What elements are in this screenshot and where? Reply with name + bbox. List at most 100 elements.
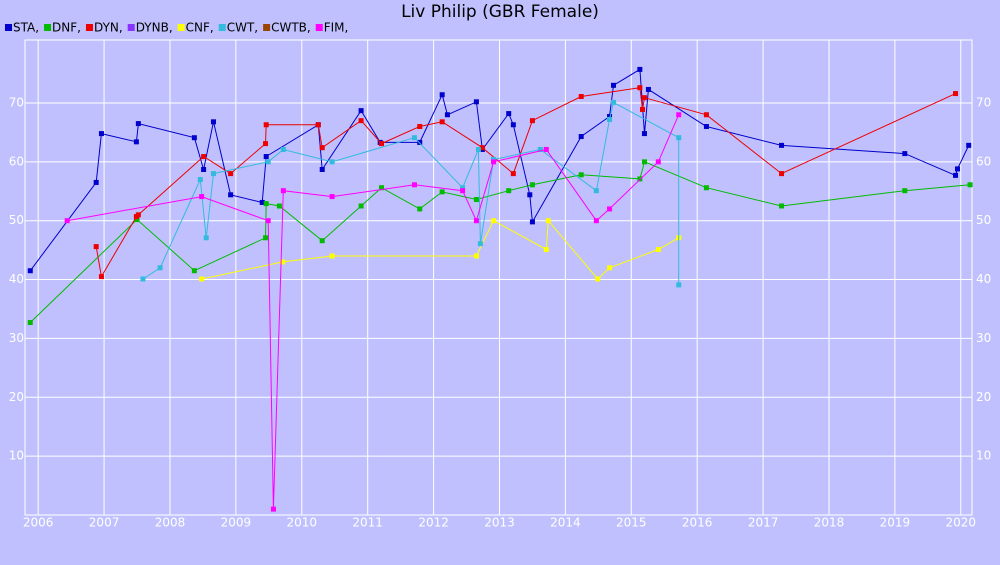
- legend-label: FIM,: [324, 21, 349, 35]
- point: [27, 320, 33, 326]
- y-tick-label: 70: [9, 95, 24, 109]
- point: [201, 154, 207, 160]
- point: [655, 159, 661, 165]
- point: [902, 151, 908, 157]
- point: [510, 122, 516, 128]
- point: [411, 135, 417, 141]
- point: [411, 182, 417, 188]
- point: [637, 85, 643, 91]
- point: [578, 172, 584, 178]
- point: [358, 203, 364, 209]
- point: [779, 203, 785, 209]
- point: [98, 274, 104, 280]
- legend-label: CNF,: [186, 21, 214, 35]
- point: [641, 159, 647, 165]
- point: [967, 182, 973, 188]
- point: [676, 135, 682, 141]
- point: [543, 247, 549, 253]
- point: [529, 182, 535, 188]
- x-tick-label: 2009: [221, 516, 252, 530]
- point: [607, 116, 613, 122]
- point: [417, 124, 423, 130]
- point: [444, 112, 450, 118]
- point: [157, 265, 163, 271]
- y-tick-label-right: 30: [976, 331, 991, 345]
- point: [265, 159, 271, 165]
- point: [210, 171, 216, 177]
- point: [607, 265, 613, 271]
- point: [329, 253, 335, 259]
- point: [703, 112, 709, 118]
- x-tick-label: 2011: [352, 516, 383, 530]
- series-line: [29, 68, 970, 271]
- point: [358, 108, 364, 114]
- point: [358, 118, 364, 124]
- point: [199, 194, 205, 200]
- x-tick-label: 2018: [814, 516, 845, 530]
- point: [201, 166, 207, 172]
- point: [475, 146, 481, 152]
- y-tick-label: 50: [9, 213, 24, 227]
- point: [953, 91, 959, 97]
- point: [319, 166, 325, 172]
- point: [703, 124, 709, 130]
- point: [460, 185, 466, 191]
- point: [379, 185, 385, 191]
- legend-label: DNF,: [52, 21, 81, 35]
- point: [460, 188, 466, 194]
- legend-swatch: [44, 24, 52, 31]
- point: [473, 253, 479, 259]
- point: [191, 268, 197, 274]
- point: [593, 218, 599, 224]
- y-tick-label-right: 60: [976, 154, 991, 168]
- legend-label: DYNB,: [136, 21, 173, 35]
- chart-title: Liv Philip (GBR Female): [401, 2, 599, 22]
- point: [479, 145, 485, 151]
- y-tick-label: 20: [9, 390, 24, 404]
- point: [210, 119, 216, 125]
- point: [593, 188, 599, 194]
- point: [417, 206, 423, 212]
- point: [329, 159, 335, 165]
- legend-swatch: [127, 24, 135, 31]
- x-tick-label: 2008: [155, 516, 186, 530]
- point: [199, 276, 205, 282]
- point: [228, 171, 234, 177]
- point: [98, 131, 104, 137]
- point: [537, 146, 543, 152]
- point: [280, 188, 286, 194]
- point: [270, 506, 276, 512]
- point: [135, 121, 141, 127]
- legend-label: CWTB,: [271, 21, 311, 35]
- point: [379, 141, 385, 147]
- point: [607, 206, 613, 212]
- point: [902, 188, 908, 194]
- point: [197, 176, 203, 182]
- point: [607, 114, 613, 120]
- legend-swatch: [263, 24, 271, 31]
- point: [263, 201, 269, 207]
- point: [578, 94, 584, 100]
- x-tick-label: 2010: [287, 516, 318, 530]
- point: [645, 86, 651, 92]
- point: [439, 189, 445, 195]
- series-line: [95, 87, 956, 279]
- x-tick-label: 2006: [23, 516, 54, 530]
- point: [578, 134, 584, 140]
- point: [473, 197, 479, 203]
- y-tick-label: 40: [9, 272, 24, 286]
- y-tick-label: 30: [9, 331, 24, 345]
- point: [641, 95, 647, 101]
- point: [676, 112, 682, 118]
- point: [477, 241, 483, 247]
- x-tick-label: 2012: [418, 516, 449, 530]
- point: [491, 218, 497, 224]
- y-tick-label-right: 70: [976, 95, 991, 109]
- point: [140, 276, 146, 282]
- point: [779, 142, 785, 148]
- point: [529, 118, 535, 124]
- legend-swatch: [177, 24, 185, 31]
- point: [545, 218, 551, 224]
- point: [417, 139, 423, 145]
- point: [315, 122, 321, 128]
